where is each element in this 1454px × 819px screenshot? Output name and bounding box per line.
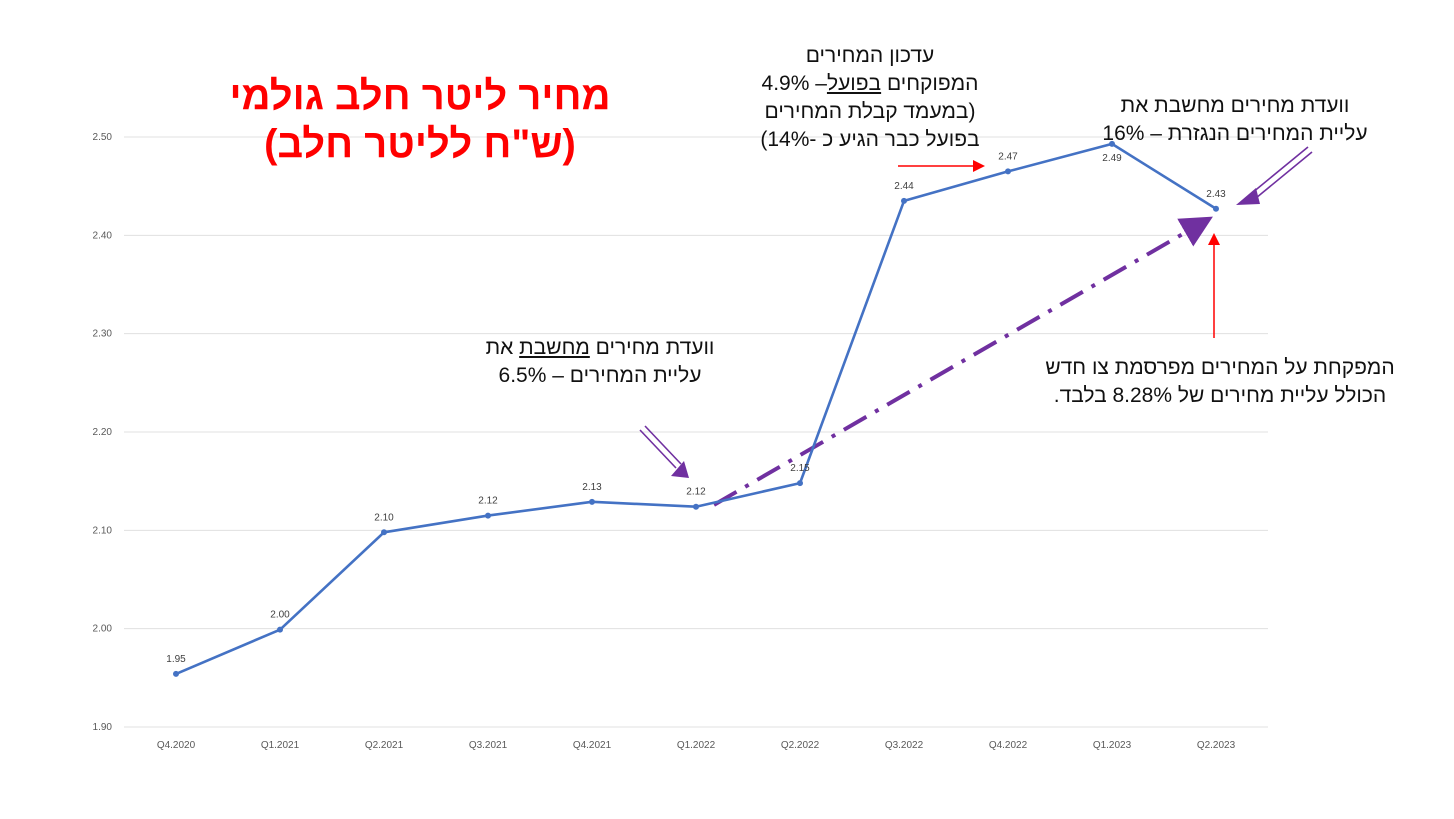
y-tick-label: 2.30 [93, 329, 113, 340]
annotation-4-9-line4: בפועל כבר הגיע כ -14%) [760, 128, 980, 151]
x-tick-label: Q2.2023 [1197, 740, 1236, 751]
x-tick-label: Q1.2023 [1093, 740, 1132, 751]
data-point [901, 197, 907, 204]
y-axis: 1.90 2.00 2.10 2.20 2.30 2.40 2.50 [93, 132, 113, 733]
annotation-6-5: וועדת מחירים מחשבת את עליית המחירים – 6.… [455, 334, 745, 390]
annotation-4-9-line1: עדכון המחירים [805, 44, 935, 67]
data-label: 2.10 [374, 512, 394, 523]
annotation-arrows [639, 146, 1313, 478]
x-tick-label: Q4.2020 [157, 740, 196, 751]
y-tick-label: 2.20 [93, 427, 113, 438]
data-point [589, 498, 595, 505]
chart-title-line2: (ש"ח לליטר חלב) [264, 122, 576, 166]
y-tick-label: 1.90 [93, 722, 113, 733]
grid-lines [124, 136, 1268, 728]
y-tick-label: 2.40 [93, 230, 113, 241]
data-label: 2.43 [1206, 189, 1226, 200]
x-tick-label: Q2.2021 [365, 740, 404, 751]
annotation-4-9: עדכון המחירים המפוקחים בפועל– 4.9% (במעמ… [735, 42, 1005, 154]
data-point [1213, 205, 1219, 212]
chart-title-line1: מחיר ליטר חלב גולמי [229, 74, 611, 118]
annotation-8-28-line2: הכולל עליית מחירים של 8.28% בלבד. [1053, 384, 1387, 407]
data-point [381, 529, 387, 536]
data-labels: 1.95 2.00 2.10 2.12 2.13 2.12 2.15 2.44 2.47 2.49… [166, 151, 1226, 664]
annotation-8-28: המפקחת על המחירים מפרסמת צו חדש הכולל על… [1025, 354, 1415, 410]
hollow-arrow-q2-2023 [1236, 146, 1313, 205]
x-tick-label: Q1.2021 [261, 740, 300, 751]
data-point [485, 512, 491, 519]
annotation-16: וועדת מחירים מחשבת את עליית המחירים הנגז… [1080, 92, 1390, 148]
data-label: 2.13 [582, 482, 602, 493]
annotation-4-9-line3: (במעמד קבלת המחירים [764, 100, 976, 123]
y-tick-label: 2.10 [93, 525, 113, 536]
y-tick-label: 2.00 [93, 624, 113, 635]
annotation-6-5-line2: עליית המחירים – 6.5% [498, 364, 702, 387]
x-tick-label: Q1.2022 [677, 740, 716, 751]
hollow-arrow-q1-2022 [639, 425, 689, 478]
trend-dashdot-line [712, 216, 1213, 507]
chart-title: מחיר ליטר חלב גולמי (ש"ח לליטר חלב) [150, 72, 690, 168]
annotation-4-9-line2: המפוקחים בפועל– 4.9% [761, 72, 979, 95]
data-point [1109, 140, 1115, 147]
data-point [797, 480, 803, 487]
x-tick-label: Q3.2022 [885, 740, 924, 751]
annotation-16-line2: עליית המחירים הנגזרת – 16% [1102, 122, 1368, 145]
annotation-8-28-line1: המפקחת על המחירים מפרסמת צו חדש [1045, 356, 1395, 379]
annotation-16-line1: וועדת מחירים מחשבת את [1120, 94, 1350, 117]
data-point [1005, 168, 1011, 175]
data-point [693, 503, 699, 510]
data-label: 2.47 [998, 151, 1018, 162]
x-tick-label: Q4.2022 [989, 740, 1028, 751]
x-tick-label: Q2.2022 [781, 740, 820, 751]
data-label: 2.15 [790, 463, 810, 474]
y-tick-label: 2.50 [93, 132, 113, 143]
data-point [173, 670, 179, 677]
data-label: 1.95 [166, 654, 186, 665]
data-label: 2.49 [1102, 153, 1122, 164]
series-line [173, 140, 1219, 677]
data-label: 2.44 [894, 181, 914, 192]
x-axis: Q4.2020 Q1.2021 Q2.2021 Q3.2021 Q4.2021 Q1.20… [157, 740, 1236, 751]
x-tick-label: Q3.2021 [469, 740, 508, 751]
data-point [277, 626, 283, 633]
x-tick-label: Q4.2021 [573, 740, 612, 751]
data-label: 2.00 [270, 610, 290, 621]
data-label: 2.12 [478, 496, 498, 507]
data-label: 2.12 [686, 487, 706, 498]
annotation-6-5-line1: וועדת מחירים מחשבת את [485, 336, 715, 359]
trend-line [712, 216, 1213, 507]
